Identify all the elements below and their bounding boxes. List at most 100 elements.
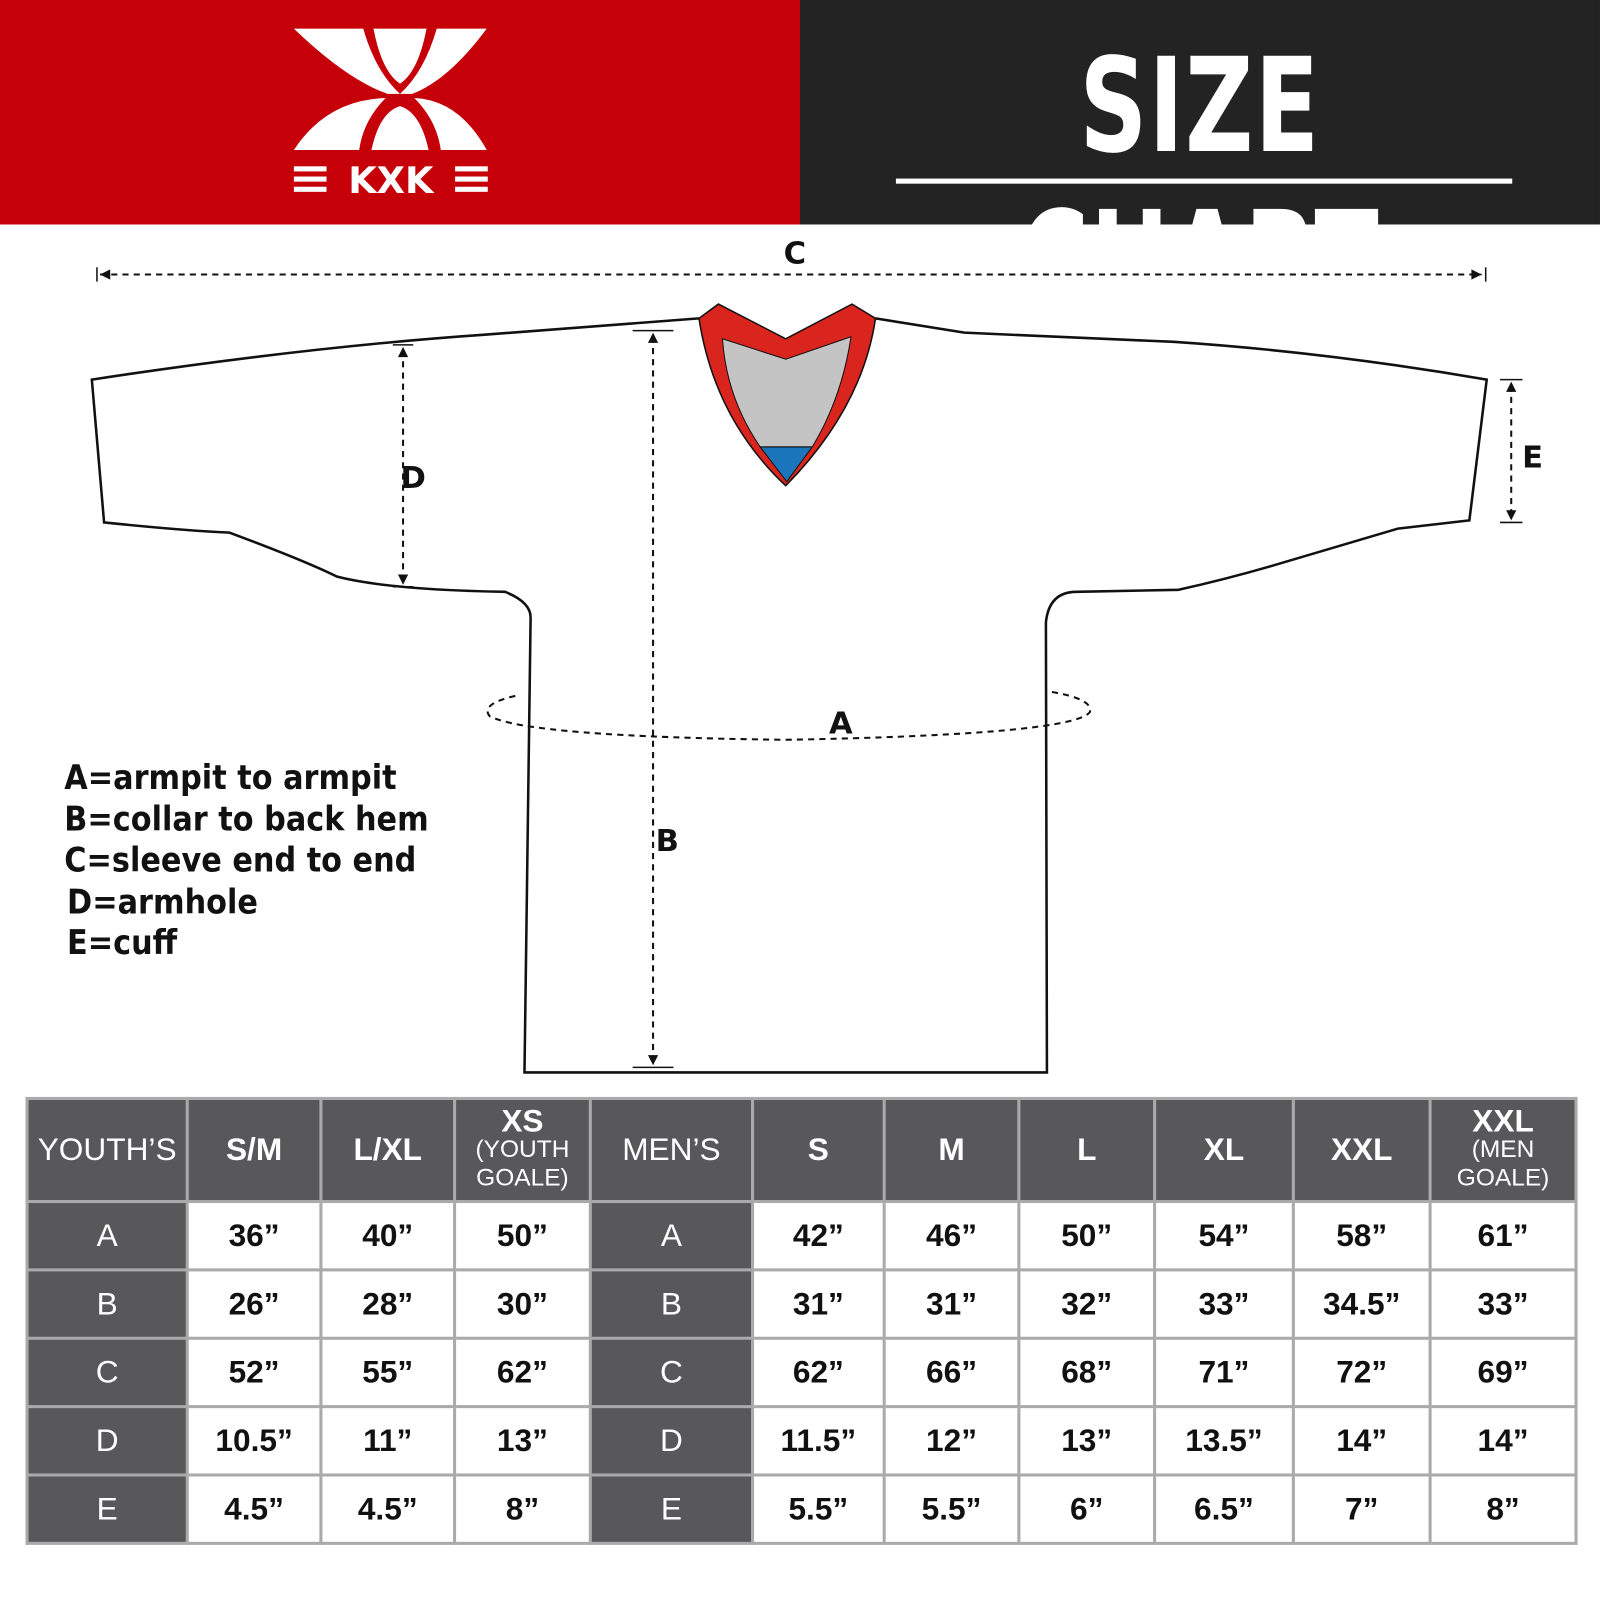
measurement-cell: 14” [1428,1405,1578,1477]
measurement-cell: 66” [882,1336,1021,1409]
measurement-cell: 13” [1017,1405,1157,1477]
measurement-cell: 33” [1153,1268,1295,1340]
legend-item: C=sleeve end to end [64,839,417,880]
label-d: D [401,461,426,496]
kxk-logo: KXK [293,28,488,202]
table-row: E 4.5” 4.5” 8” E 5.5” 5.5” 6” 6.5” 7” 8” [25,1473,1578,1545]
measurement-cell: 58” [1291,1199,1432,1272]
legend-item: D=armhole [67,881,258,921]
size-label: S/M [225,1131,283,1168]
row-label: E [588,1473,755,1545]
measurement-cell: 11.5” [751,1405,886,1477]
size-label: XL [1203,1131,1245,1168]
label-c: C [784,236,806,271]
row-label: B [25,1268,189,1340]
table-header-row: YOUTH’S S/M L/XL XS (YOUTH GOALE) MEN’S S M L XL XX… [25,1096,1578,1204]
size-header: XS (YOUTH GOALE) [453,1096,592,1204]
men-header: MEN’S [588,1096,755,1204]
measurement-cell: 5.5” [882,1473,1021,1545]
size-header: S [751,1096,886,1204]
size-sublabel: GOALE) [1456,1164,1550,1192]
row-label: A [25,1199,189,1272]
row-label: C [25,1336,189,1409]
size-label: L/XL [353,1131,423,1168]
measurement-cell: 31” [882,1268,1021,1340]
table-row: A 36” 40” 50” A 42” 46” 50” 54” 58” 61” [25,1199,1578,1272]
measurement-cell: 10.5” [185,1405,323,1477]
size-label: XS [501,1103,544,1139]
measurement-cell: 50” [1017,1199,1157,1272]
logo-panel: KXK [0,0,800,225]
measurement-cell: 7” [1291,1473,1432,1545]
size-sublabel: (YOUTH [475,1135,570,1164]
measurement-cell: 46” [882,1199,1021,1272]
measurement-cell: 11” [319,1405,457,1477]
measurement-cell: 4.5” [185,1473,323,1545]
measurement-cell: 6.5” [1153,1473,1295,1545]
page-title: SIZE CHART [1019,30,1381,336]
size-sublabel: GOALE) [476,1164,569,1192]
measurement-cell: 52” [185,1336,323,1409]
measurement-cell: 6” [1017,1473,1157,1545]
size-header: L [1017,1096,1157,1204]
youth-header: YOUTH’S [25,1096,189,1204]
label-b: B [656,824,679,859]
size-header: XXL (MEN GOALE) [1428,1096,1578,1204]
row-label: E [25,1473,189,1545]
legend-item: A=armpit to armpit [64,757,397,797]
size-header: M [882,1096,1021,1204]
table-row: C 52” 55” 62” C 62” 66” 68” 71” 72” 69” [25,1336,1578,1409]
measurement-cell: 28” [319,1268,457,1340]
measurement-cell: 26” [185,1268,323,1340]
size-label: S [807,1131,829,1168]
table-row: D 10.5” 11” 13” D 11.5” 12” 13” 13.5” 14” 14” [25,1405,1578,1477]
legend-item: E=cuff [67,922,178,963]
measurement-cell: 69” [1428,1336,1578,1409]
row-label: C [588,1336,755,1409]
measurement-cell: 61” [1428,1199,1578,1272]
row-label: D [25,1405,189,1477]
row-label: D [588,1405,755,1477]
title-panel: SIZE CHART [799,0,1600,336]
measurement-cell: 62” [453,1336,592,1409]
size-header: XXL [1291,1096,1432,1204]
measurement-cell: 13.5” [1153,1405,1295,1477]
size-header: S/M [185,1096,323,1204]
header-label: MEN’S [622,1131,721,1168]
measurement-cell: 55” [319,1336,457,1409]
measurement-cell: 8” [1428,1473,1578,1545]
measurement-cell: 71” [1153,1336,1295,1409]
label-e: E [1522,440,1543,475]
row-label: A [588,1199,755,1272]
logo-text: KXK [348,159,435,202]
measurement-cell: 42” [751,1199,886,1272]
measurement-cell: 33” [1428,1268,1578,1340]
measurement-cell: 62” [751,1336,886,1409]
title-underline [895,178,1513,184]
collar [698,303,877,487]
measurement-cell: 34.5” [1291,1268,1432,1340]
size-label: XXL [1472,1103,1534,1139]
size-header: XL [1153,1096,1295,1204]
measurement-cell: 32” [1017,1268,1157,1340]
size-table: YOUTH’S S/M L/XL XS (YOUTH GOALE) MEN’S S M L XL XX… [25,1096,1578,1545]
jersey-diagram: C D B A E [90,236,1543,1074]
jersey-outline [90,317,1489,1074]
size-label: M [938,1131,965,1168]
measurement-cell: 13” [453,1405,592,1477]
measurement-cell: 72” [1291,1336,1432,1409]
size-label: L [1077,1131,1097,1168]
label-a: A [829,707,853,742]
row-label: B [588,1268,755,1340]
measurement-cell: 68” [1017,1336,1157,1409]
table-row: B 26” 28” 30” B 31” 31” 32” 33” 34.5” 33” [25,1268,1578,1340]
measurement-cell: 40” [319,1199,457,1272]
measurement-cell: 36” [185,1199,323,1272]
measurement-cell: 8” [453,1473,592,1545]
legend-item: B=collar to back hem [64,798,429,839]
measurement-cell: 30” [453,1268,592,1340]
size-sublabel: (MEN [1471,1135,1535,1164]
measurement-cell: 5.5” [751,1473,886,1545]
measurement-cell: 50” [453,1199,592,1272]
